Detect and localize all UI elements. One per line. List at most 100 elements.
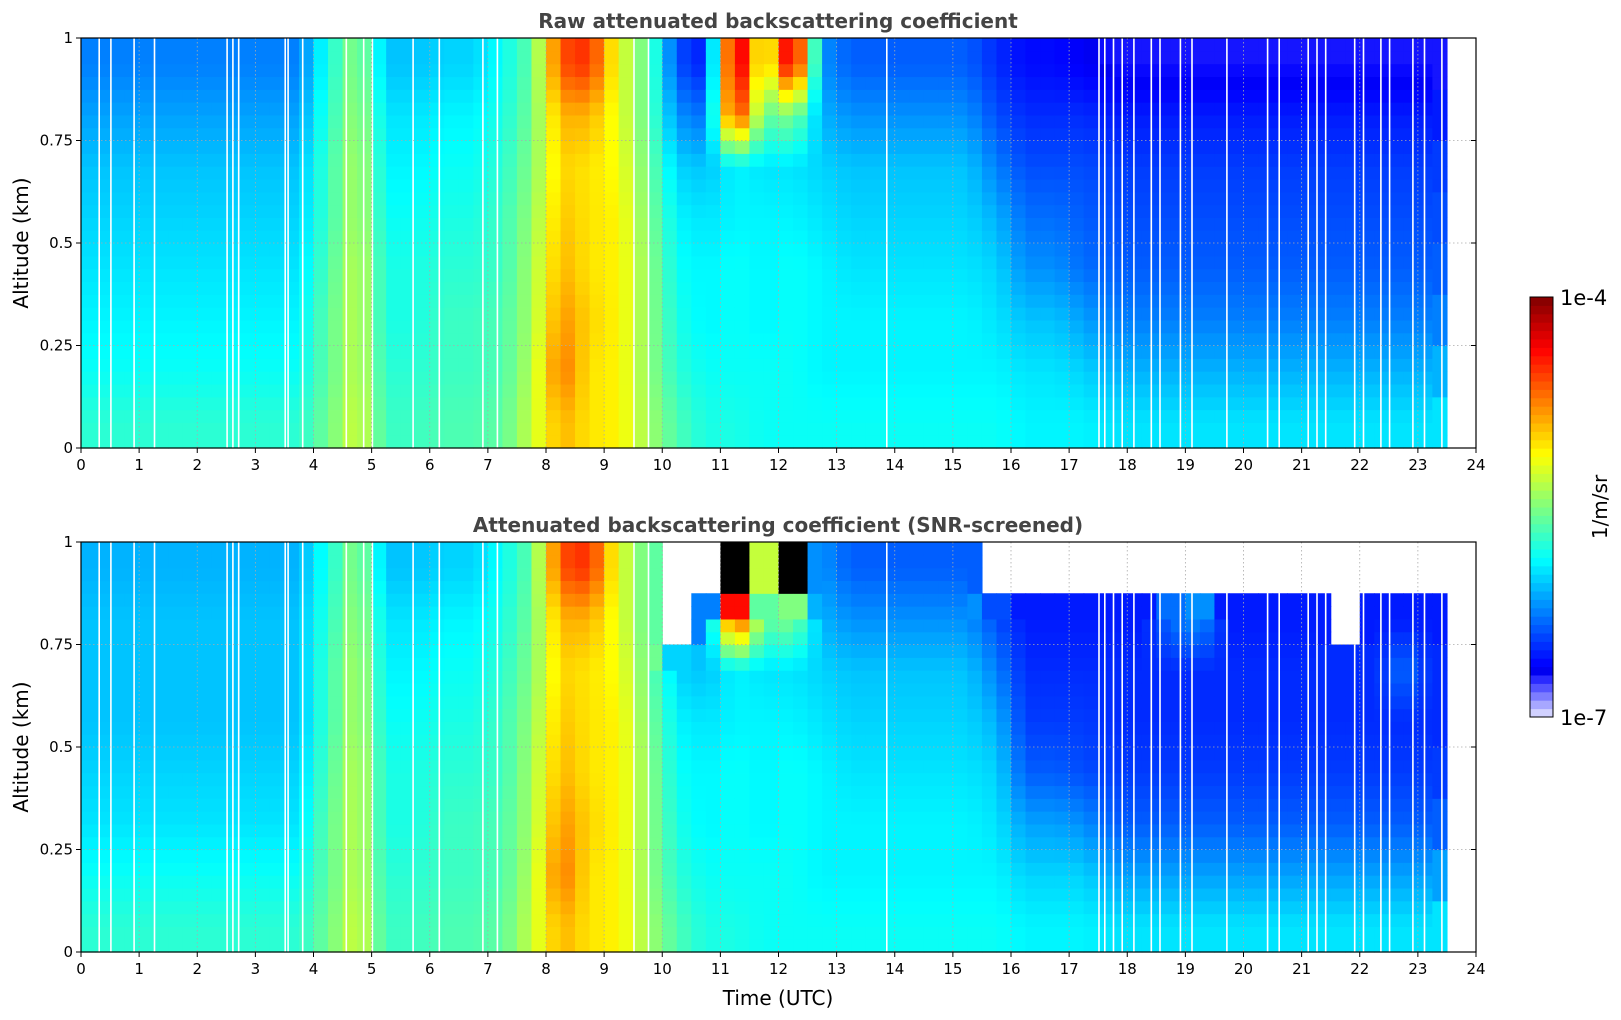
heatmap-cell [182,811,198,825]
heatmap-cell [458,243,474,257]
heatmap-cell [691,631,707,646]
heatmap-cell [1258,268,1274,283]
heatmap-cell [153,38,169,52]
heatmap-cell [1258,422,1274,436]
heatmap-cell [1359,371,1375,385]
heatmap-cell [1403,358,1419,372]
heatmap-cell [1054,294,1070,308]
heatmap-cell [589,580,605,594]
heatmap-cell [865,281,881,295]
heatmap-cell [923,409,939,423]
heatmap-cell [604,191,620,206]
heatmap-cell [604,734,620,748]
heatmap-cell [923,798,939,812]
heatmap-cell [575,721,591,735]
heatmap-cell [255,102,271,116]
heatmap-cell [298,811,315,825]
heatmap-cell [415,127,431,142]
heatmap-cell [371,759,387,774]
heatmap-cell [691,849,707,863]
heatmap-cell [400,178,416,193]
heatmap-cell [502,127,518,142]
heatmap-cell [240,836,256,851]
heatmap-cell [1112,409,1128,423]
heatmap-cell [502,811,518,825]
heatmap-cell [473,734,489,748]
heatmap-cell [531,243,547,257]
heatmap-cell [211,708,227,722]
heatmap-cell [1098,294,1114,308]
heatmap-cell [298,294,315,308]
heatmap-cell [1156,204,1172,218]
heatmap-cell [371,345,387,359]
heatmap-cell [981,243,998,257]
heatmap-cell [211,383,227,398]
heatmap-cell [822,268,838,283]
heatmap-cell [386,191,402,206]
heatmap-cell [793,435,809,449]
heatmap-cell [313,422,329,436]
heatmap-cell [938,255,954,270]
data-gap [362,38,365,448]
heatmap-cell [197,294,213,308]
heatmap-cell [589,383,605,398]
heatmap-cell [705,759,721,774]
heatmap-cell [1011,358,1027,372]
heatmap-cell [851,191,867,206]
heatmap-cell [81,76,97,90]
heatmap-cell [822,567,838,582]
heatmap-cell [197,900,213,915]
heatmap-cell [298,631,315,646]
heatmap-cell [851,396,867,411]
heatmap-cell [516,785,533,799]
heatmap-cell [1083,358,1099,372]
heatmap-cell [211,332,227,347]
heatmap-cell [560,140,576,154]
heatmap-cell [996,243,1012,257]
heatmap-cell [560,939,576,953]
heatmap-cell [894,785,910,799]
heatmap-cell [560,230,576,244]
heatmap-cell [386,243,402,257]
heatmap-cell [967,230,983,244]
heatmap-cell [342,836,358,851]
heatmap-cell [502,798,518,812]
heatmap-cell [1214,230,1230,244]
heatmap-cell [502,50,518,65]
heatmap-cell [865,217,881,231]
heatmap-cell [967,332,983,347]
heatmap-cell [487,926,504,940]
heatmap-cell [1272,332,1288,347]
heatmap-cell [589,747,605,761]
heatmap-cell [211,542,227,556]
heatmap-cell [415,204,431,218]
heatmap-cell [153,332,169,347]
heatmap-cell [313,682,329,697]
heatmap-cell [909,166,925,180]
heatmap-cell [458,734,474,748]
heatmap-cell [487,371,504,385]
heatmap-cell [95,435,111,449]
heatmap-cell [197,644,213,658]
heatmap-cell [240,204,256,218]
heatmap-cell [749,875,765,889]
heatmap-cell [197,913,213,927]
heatmap-cell [589,396,605,411]
heatmap-cell [371,644,387,658]
heatmap-cell [604,358,620,372]
heatmap-cell [589,178,605,193]
heatmap-cell [1040,140,1056,154]
heatmap-cell [284,657,300,671]
heatmap-cell [531,422,547,436]
heatmap-cell [516,695,533,710]
heatmap-cell [502,345,518,359]
heatmap-cell [473,887,489,902]
heatmap-cell [575,50,591,65]
heatmap-cell [226,759,242,774]
heatmap-cell [139,644,155,658]
heatmap-cell [1359,268,1375,283]
heatmap-cell [1359,307,1375,321]
heatmap-cell [793,644,809,658]
heatmap-cell [139,63,155,78]
heatmap-cell [81,644,97,658]
